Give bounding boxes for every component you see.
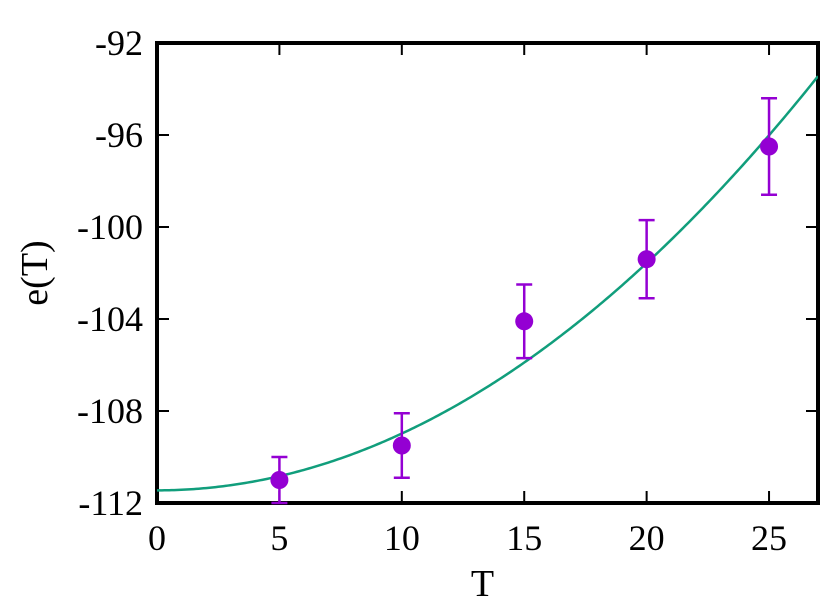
- data-points-layer: [270, 96, 779, 505]
- data-point: [270, 455, 289, 505]
- data-point: [760, 96, 779, 197]
- point-marker: [760, 137, 779, 156]
- y-tick-label: -96: [95, 115, 143, 155]
- x-tick-label: 5: [270, 518, 288, 558]
- x-axis-title: T: [471, 563, 494, 602]
- y-tick-label: -100: [77, 207, 143, 247]
- axes-frame: [155, 41, 820, 505]
- data-point: [515, 283, 534, 360]
- point-marker: [392, 436, 411, 455]
- x-tick-label: 10: [384, 518, 420, 558]
- fit-curve-layer: [157, 75, 818, 492]
- y-tick-label: -108: [77, 391, 143, 431]
- point-marker: [515, 312, 534, 331]
- x-tick-label: 20: [629, 518, 665, 558]
- x-tick-label: 0: [148, 518, 166, 558]
- y-tick-label: -104: [77, 299, 143, 339]
- point-marker: [637, 250, 656, 269]
- x-axis-ticks: 0 5 10 15 20 25: [148, 43, 787, 558]
- data-point: [392, 412, 411, 479]
- y-tick-label: -112: [78, 483, 143, 523]
- data-point: [637, 218, 656, 300]
- x-tick-label: 15: [506, 518, 542, 558]
- y-axis-title: e(T): [14, 240, 56, 305]
- fit-curve-line: [157, 75, 818, 492]
- x-tick-label: 25: [751, 518, 787, 558]
- plot-frame: [155, 41, 820, 505]
- point-marker: [270, 471, 289, 489]
- y-tick-label: -92: [95, 23, 143, 63]
- y-axis-ticks: -112 -108 -104 -100 -96 -92: [77, 23, 818, 523]
